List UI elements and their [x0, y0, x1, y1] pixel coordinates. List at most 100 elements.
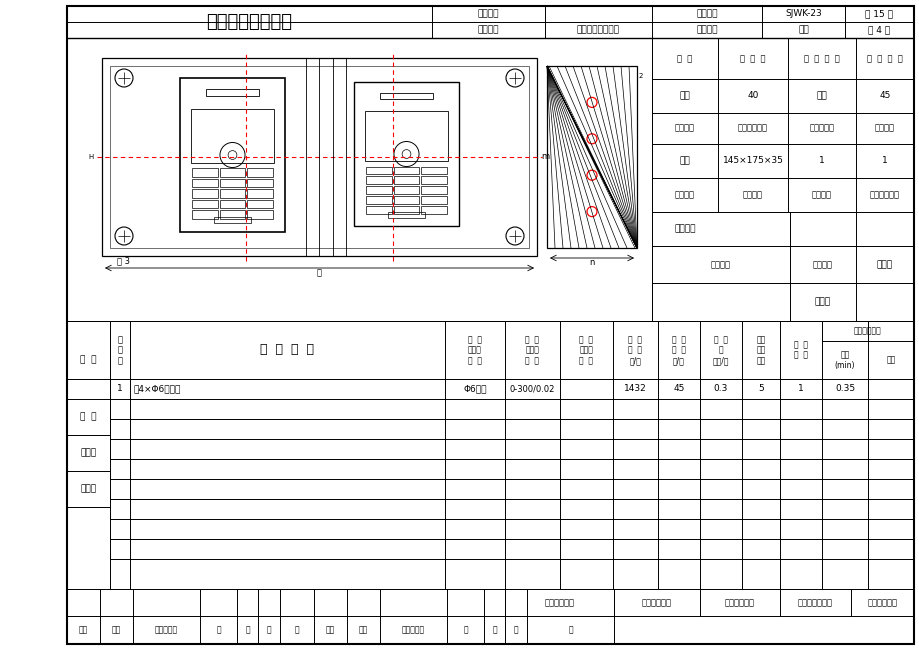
Text: H: H: [88, 154, 94, 160]
Text: 1432: 1432: [623, 385, 646, 393]
Text: 手机外壳注塑模具: 手机外壳注塑模具: [576, 25, 619, 35]
Bar: [191, 179, 218, 187]
Bar: [180, 78, 284, 232]
Text: 走  刀
量
毫米/转: 走 刀 量 毫米/转: [712, 335, 729, 365]
Text: 1: 1: [881, 156, 887, 165]
Bar: [421, 206, 447, 214]
Text: Φ6钻头: Φ6钻头: [463, 385, 486, 393]
Text: 40: 40: [746, 91, 758, 100]
Bar: [366, 167, 391, 174]
Text: 1: 1: [117, 385, 123, 393]
Text: 夹具编号: 夹具编号: [710, 260, 731, 270]
Text: 设备型号: 设备型号: [743, 190, 762, 199]
Bar: [247, 210, 273, 219]
Bar: [366, 206, 391, 214]
Bar: [214, 217, 251, 223]
Text: 工
步
号: 工 步 号: [118, 335, 122, 365]
Text: 量  具
名称及
编  号: 量 具 名称及 编 号: [525, 335, 539, 365]
Text: 标志: 标志: [79, 626, 88, 635]
Bar: [220, 169, 245, 177]
Bar: [206, 89, 258, 96]
Bar: [247, 189, 273, 198]
Text: 台虎钳: 台虎钳: [814, 298, 830, 307]
Bar: [354, 82, 459, 227]
Bar: [393, 167, 419, 174]
Text: 钻4×Φ6的通孔: 钻4×Φ6的通孔: [134, 385, 181, 393]
Bar: [220, 179, 245, 187]
Text: 产品名称: 产品名称: [477, 25, 499, 35]
Text: 底图号: 底图号: [80, 449, 96, 458]
Text: m: m: [540, 152, 549, 161]
Text: SJWK-23: SJWK-23: [784, 10, 821, 18]
Bar: [67, 38, 652, 321]
Text: n: n: [589, 258, 594, 267]
Bar: [421, 186, 447, 194]
Bar: [366, 186, 391, 194]
Text: 钻孔: 钻孔: [816, 91, 826, 100]
Text: 刀  具
名称及
编  号: 刀 具 名称及 编 号: [468, 335, 482, 365]
Text: 锻件: 锻件: [679, 156, 689, 165]
Text: 毛坯外形尺寸: 毛坯外形尺寸: [737, 124, 767, 133]
Bar: [191, 189, 218, 198]
Text: 更改文件号: 更改文件号: [154, 626, 178, 635]
Bar: [366, 176, 391, 184]
Bar: [247, 169, 273, 177]
Text: 日: 日: [513, 626, 517, 635]
Text: 普通钻床: 普通钻床: [674, 225, 695, 234]
Text: 设备名称: 设备名称: [675, 190, 694, 199]
Bar: [380, 92, 432, 99]
Bar: [191, 169, 218, 177]
Text: 描  图: 描 图: [80, 355, 96, 365]
Text: 每毛坯件数: 每毛坯件数: [809, 124, 834, 133]
Text: 日: 日: [267, 626, 271, 635]
Text: 处数: 处数: [358, 626, 368, 635]
Text: 毛坯种类: 毛坯种类: [675, 124, 694, 133]
Text: 同时加工件数: 同时加工件数: [869, 190, 899, 199]
Text: 1: 1: [798, 385, 803, 393]
Text: 单件工时定额: 单件工时定额: [853, 327, 881, 335]
Text: 0.35: 0.35: [834, 385, 854, 393]
Bar: [393, 176, 419, 184]
Bar: [247, 179, 273, 187]
Text: 标志: 标志: [325, 626, 335, 635]
Text: 会签（日期）: 会签（日期）: [724, 598, 754, 607]
Bar: [102, 58, 537, 256]
Text: 45: 45: [673, 385, 684, 393]
Text: 工  序  号: 工 序 号: [740, 54, 765, 63]
Text: 共 15 页: 共 15 页: [865, 10, 892, 18]
Text: 第 4 页: 第 4 页: [868, 25, 890, 35]
Text: 工  序  名  称: 工 序 名 称: [803, 54, 839, 63]
Text: 零件名称: 零件名称: [696, 25, 717, 35]
Text: 夹具名称: 夹具名称: [812, 260, 832, 270]
Text: 吃刀
深度
毫米: 吃刀 深度 毫米: [755, 335, 765, 365]
Text: 走  刀
次  数: 走 刀 次 数: [793, 340, 807, 360]
Text: 字: 字: [245, 626, 250, 635]
Text: 辅  具
名称及
编  号: 辅 具 名称及 编 号: [579, 335, 593, 365]
Text: 材  料  牌  号: 材 料 牌 号: [867, 54, 902, 63]
Bar: [366, 196, 391, 204]
Text: 字: 字: [492, 626, 496, 635]
Text: 处数: 处数: [112, 626, 121, 635]
Bar: [421, 176, 447, 184]
Text: 45: 45: [879, 91, 890, 100]
Bar: [247, 200, 273, 208]
Text: 零件图号: 零件图号: [696, 10, 717, 18]
Bar: [190, 109, 274, 163]
Text: 2: 2: [639, 73, 642, 79]
Text: 主  轴
转  速
转/分: 主 轴 转 速 转/分: [628, 335, 641, 365]
Text: 机动
(min): 机动 (min): [834, 350, 855, 370]
Text: 产品型号: 产品型号: [477, 10, 499, 18]
Text: 每台件数: 每台件数: [874, 124, 894, 133]
Bar: [191, 210, 218, 219]
Text: 编制（日期）: 编制（日期）: [544, 598, 573, 607]
Bar: [421, 167, 447, 174]
Text: 审核（日期）: 审核（日期）: [867, 598, 897, 607]
Text: 冷却液: 冷却液: [876, 260, 892, 270]
Bar: [393, 196, 419, 204]
Text: 5: 5: [757, 385, 763, 393]
Bar: [652, 38, 913, 321]
Bar: [110, 66, 528, 248]
Text: 车  间: 车 间: [676, 54, 692, 63]
Text: 辅助: 辅助: [885, 355, 895, 365]
Text: 校对（日期）: 校对（日期）: [641, 598, 671, 607]
